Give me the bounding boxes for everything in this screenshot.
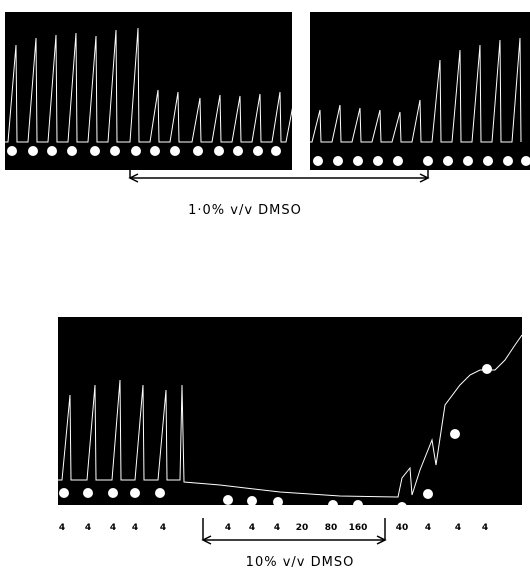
dose-label: 4 [249,523,255,533]
figure: 1·0% v/v DMSO 10% v/v DMSO 4 4 4 4 4 4 4 4 20 80 1… [0,0,530,572]
dose-label: 80 [325,523,338,533]
stimulus-dot [328,500,338,510]
stimulus-dot [90,146,100,156]
dose-label: 4 [59,523,65,533]
dose-label: 4 [132,523,138,533]
stimulus-dot [443,156,453,166]
stimulus-dot [273,497,283,507]
stimulus-dot [397,502,407,512]
stimulus-dot [463,156,473,166]
stimulus-dot [193,146,203,156]
stimulus-dot [131,146,141,156]
dose-label: 4 [225,523,231,533]
stimulus-dot [503,156,513,166]
stimulus-dot [233,146,243,156]
stimulus-dot [7,146,17,156]
stimulus-dot [155,488,165,498]
stimulus-dot [67,146,77,156]
stimulus-dot [83,488,93,498]
stimulus-dot [423,156,433,166]
trace-panel [58,317,522,505]
stimulus-dot [393,156,403,166]
dose-label: 4 [85,523,91,533]
stimulus-dot [483,156,493,166]
stimulus-dot [28,146,38,156]
stimulus-dot [110,146,120,156]
dose-label: 4 [160,523,166,533]
stimulus-dot [108,488,118,498]
stimulus-dot [223,495,233,505]
stimulus-dot [271,146,281,156]
stimulus-dot [373,156,383,166]
stimulus-dot [214,146,224,156]
stimulus-dot [150,146,160,156]
stimulus-dot [59,488,69,498]
dose-label: 4 [110,523,116,533]
stimulus-dot [47,146,57,156]
dose-label: 20 [296,523,309,533]
dose-label: 4 [482,523,488,533]
dose-label: 4 [455,523,461,533]
stimulus-dot [333,156,343,166]
stimulus-dot [353,156,363,166]
treatment-label: 1·0% v/v DMSO [188,203,302,218]
treatment-label: 10% v/v DMSO [246,555,355,570]
stimulus-dot [450,429,460,439]
stimulus-dot [313,156,323,166]
stimulus-dot [253,146,263,156]
stimulus-dot [130,488,140,498]
trace-panel [5,12,292,170]
stimulus-dot [423,489,433,499]
stimulus-dot [247,496,257,506]
stimulus-dot [170,146,180,156]
trace-panel [310,12,530,170]
dose-label: 4 [274,523,280,533]
dose-label: 160 [349,523,368,533]
dose-label: 4 [425,523,431,533]
stimulus-dot [353,500,363,510]
dose-label: 40 [396,523,409,533]
stimulus-dot [482,364,492,374]
